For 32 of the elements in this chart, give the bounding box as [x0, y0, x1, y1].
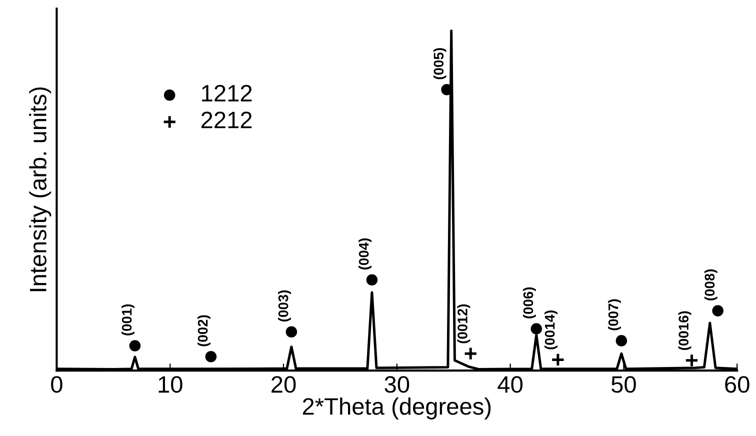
point: [530, 323, 542, 334]
point: [616, 335, 628, 346]
point: [684, 353, 699, 368]
legend-label: 1212: [202, 84, 252, 102]
x-axis-title: 2*Theta (degrees): [302, 397, 491, 420]
legend-label: 2212: [201, 112, 252, 128]
point: [286, 326, 298, 338]
annotation: (002): [198, 315, 210, 346]
point: [205, 351, 217, 362]
y-axis-title: Intensity (arb. units): [29, 87, 52, 292]
x-tick-label: 10: [158, 376, 182, 393]
annotation: (0012): [457, 304, 470, 344]
annotation: (005): [433, 48, 446, 80]
x-tick-label: 0: [51, 376, 62, 393]
x-tick-label: 40: [498, 376, 523, 393]
x-tick-label: 30: [384, 376, 410, 393]
annotation: (0016): [678, 311, 692, 350]
point: [129, 340, 141, 352]
point: [464, 346, 478, 361]
annotation: (004): [358, 238, 372, 270]
annotation: (008): [704, 269, 718, 300]
x-tick-label: 50: [612, 376, 636, 393]
annotation: (006): [522, 287, 536, 318]
point: [366, 274, 378, 286]
annotation: (001): [122, 304, 134, 336]
annotation: (0014): [544, 310, 558, 350]
annotation: (003): [278, 290, 291, 322]
point: [712, 305, 724, 316]
annotation: (007): [608, 299, 621, 330]
point: [550, 352, 565, 367]
x-tick-label: 20: [272, 376, 296, 393]
x-tick-label: 60: [725, 376, 750, 393]
